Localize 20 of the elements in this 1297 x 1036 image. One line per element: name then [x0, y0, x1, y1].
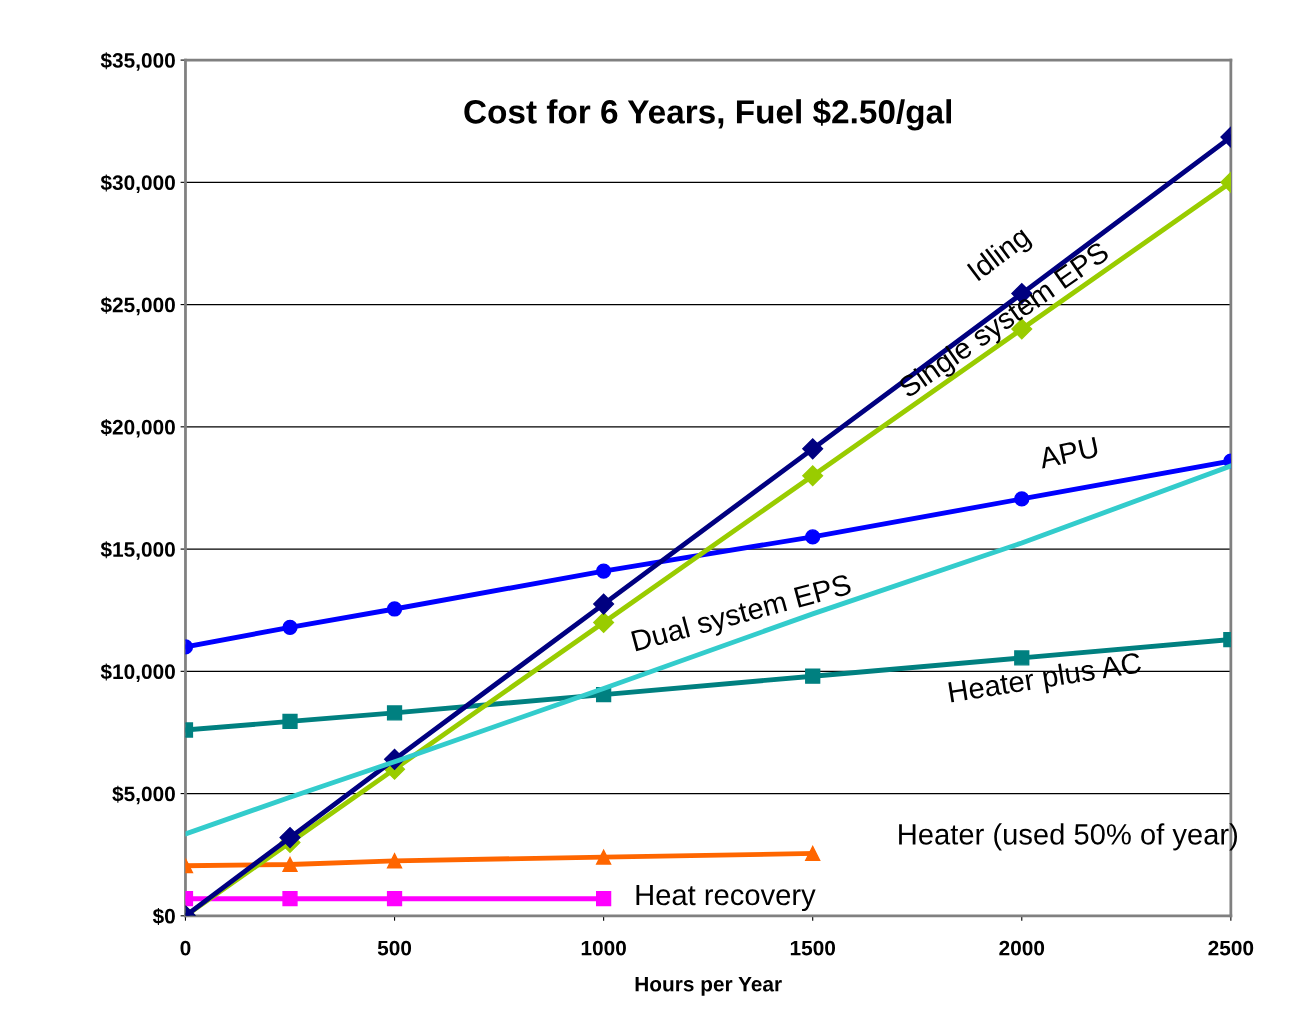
- x-tick-label: 500: [377, 940, 412, 956]
- y-tick-label: $20,000: [100, 418, 175, 438]
- y-tick-label: $15,000: [100, 541, 175, 560]
- x-tick-label: 1500: [790, 940, 836, 956]
- y-tick-label: $0: [152, 907, 175, 925]
- y-tick-label: $10,000: [100, 663, 175, 683]
- text: Cost for 6 Years, Fuel $2.50/gal: [464, 98, 952, 131]
- text: APU: [1037, 436, 1099, 469]
- x-axis-title: Hours per Year: [635, 976, 782, 996]
- x-tick-label: 2000: [999, 940, 1045, 956]
- x-tick-label: 0: [180, 940, 191, 956]
- x-tick-label: 1000: [581, 940, 626, 956]
- y-tick-label: $25,000: [100, 296, 175, 316]
- x-tick-label: 2500: [1208, 940, 1254, 956]
- text: Heater (used 50% of year): [899, 823, 1238, 851]
- y-tick-label: $5,000: [112, 785, 175, 805]
- text: Dual system EPS: [630, 572, 854, 657]
- y-tick-label: $30,000: [100, 174, 175, 194]
- y-tick-label: $35,000: [100, 52, 175, 71]
- series-label: Heat recovery: [636, 884, 816, 912]
